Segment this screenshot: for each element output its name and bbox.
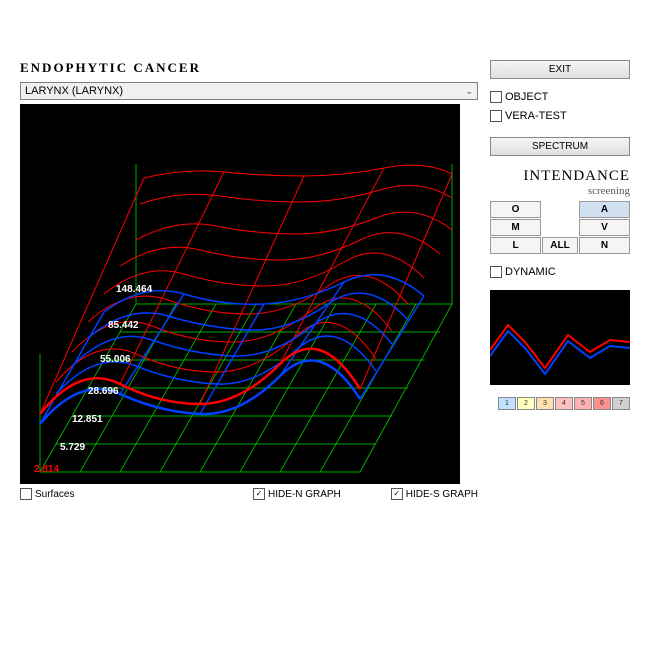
surfaces-label: Surfaces (35, 489, 74, 500)
hide-n-checkbox[interactable]: ✓ HIDE-N GRAPH (253, 488, 341, 500)
vera-test-label: VERA-TEST (505, 110, 567, 122)
color-swatch-1[interactable]: 1 (498, 397, 516, 410)
object-label: OBJECT (505, 91, 548, 103)
intendance-M[interactable]: M (490, 219, 541, 236)
chevron-down-icon: ⌄ (465, 86, 473, 97)
intendance-grid: O A M V L ALL N (490, 201, 630, 254)
color-swatch-7[interactable]: 7 (612, 397, 630, 410)
color-swatch-4[interactable]: 4 (555, 397, 573, 410)
intendance-subtitle: screening (490, 185, 630, 197)
checkbox-icon: ✓ (391, 488, 403, 500)
axis-label-bottom: 2.814 (34, 464, 59, 475)
checkbox-icon: ✓ (253, 488, 265, 500)
axis-label: 148.464 (116, 284, 152, 295)
color-strip: 1234567 (490, 397, 630, 410)
anatomy-dropdown[interactable]: LARYNX (LARYNX) ⌄ (20, 82, 478, 100)
axis-label: 55.006 (100, 354, 131, 365)
color-swatch-5[interactable]: 5 (574, 397, 592, 410)
page-title: ENDOPHYTIC CANCER (20, 60, 478, 76)
dynamic-checkbox[interactable]: DYNAMIC (490, 266, 556, 278)
intendance-N[interactable]: N (579, 237, 630, 254)
exit-button[interactable]: EXIT (490, 60, 630, 79)
hide-n-label: HIDE-N GRAPH (268, 489, 341, 500)
axis-label: 28.696 (88, 386, 119, 397)
axis-label: 12.851 (72, 414, 103, 425)
hide-s-label: HIDE-S GRAPH (406, 489, 478, 500)
color-swatch-3[interactable]: 3 (536, 397, 554, 410)
object-checkbox[interactable]: OBJECT (490, 91, 548, 103)
intendance-A[interactable]: A (579, 201, 630, 218)
intendance-L[interactable]: L (490, 237, 541, 254)
axis-label: 85.442 (108, 320, 139, 331)
checkbox-icon (490, 91, 502, 103)
checkbox-icon (490, 110, 502, 122)
axis-label: 5.729 (60, 442, 85, 453)
color-swatch-6[interactable]: 6 (593, 397, 611, 410)
intendance-ALL[interactable]: ALL (542, 237, 578, 254)
main-3d-graph: 148.464 85.442 55.006 28.696 12.851 5.729 2.8… (20, 104, 460, 484)
mini-graph (490, 290, 630, 385)
intendance-V[interactable]: V (579, 219, 630, 236)
intendance-O[interactable]: O (490, 201, 541, 218)
checkbox-icon (20, 488, 32, 500)
hide-s-checkbox[interactable]: ✓ HIDE-S GRAPH (391, 488, 478, 500)
intendance-title: INTENDANCE (490, 168, 630, 185)
surfaces-checkbox[interactable]: Surfaces (20, 488, 74, 500)
vera-test-checkbox[interactable]: VERA-TEST (490, 110, 567, 122)
color-swatch-2[interactable]: 2 (517, 397, 535, 410)
checkbox-icon (490, 266, 502, 278)
dynamic-label: DYNAMIC (505, 266, 556, 278)
dropdown-value: LARYNX (LARYNX) (25, 85, 123, 97)
spectrum-button[interactable]: SPECTRUM (490, 137, 630, 156)
main-graph-svg (20, 104, 460, 484)
